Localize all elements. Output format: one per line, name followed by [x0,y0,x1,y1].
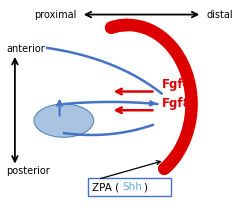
FancyBboxPatch shape [88,178,171,196]
Text: Fgf8: Fgf8 [162,98,192,110]
Text: posterior: posterior [6,166,50,176]
Ellipse shape [34,104,94,137]
Text: ): ) [144,182,148,192]
Text: ZPA (: ZPA ( [91,182,119,192]
Text: Fgf4: Fgf4 [162,78,192,91]
Text: distal: distal [206,10,233,20]
Text: Shh: Shh [122,182,142,192]
Text: anterior: anterior [6,44,45,54]
Text: proximal: proximal [34,10,77,20]
